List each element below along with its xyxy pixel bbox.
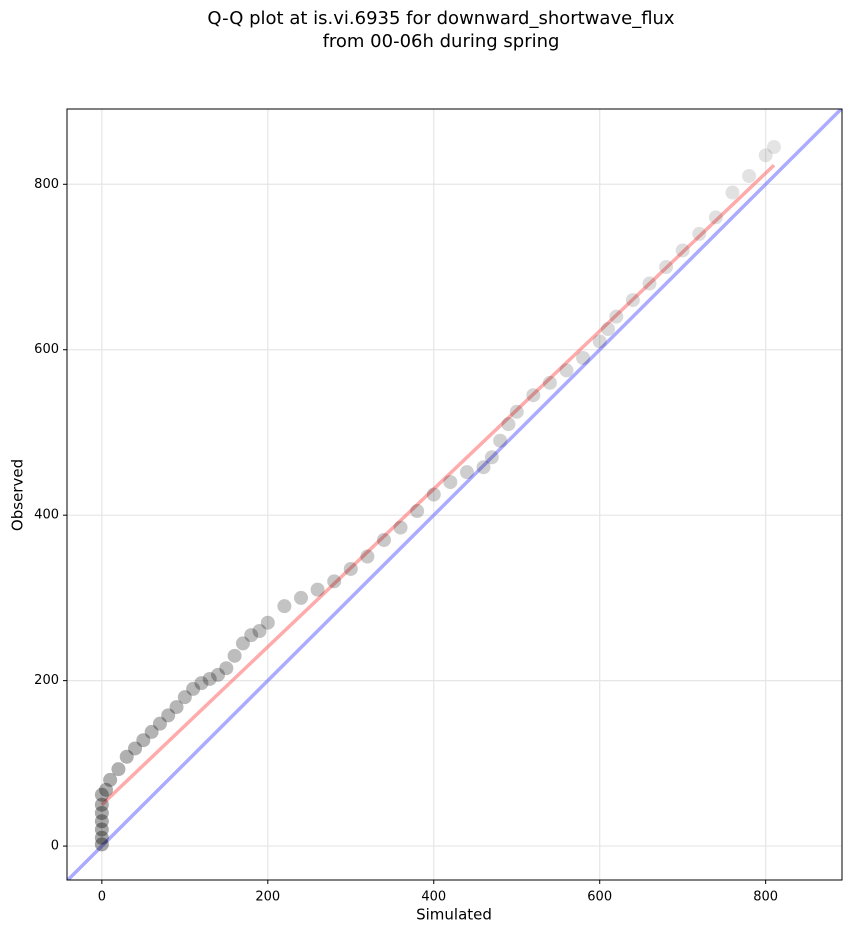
point bbox=[609, 309, 624, 324]
point bbox=[94, 805, 109, 820]
point bbox=[393, 520, 408, 535]
point bbox=[227, 648, 242, 663]
point bbox=[675, 243, 690, 258]
point bbox=[177, 690, 192, 705]
point bbox=[343, 561, 358, 576]
point bbox=[376, 532, 391, 547]
point bbox=[642, 276, 657, 291]
chart-title: Q-Q plot at is.vi.6935 for downward_shor… bbox=[207, 8, 675, 29]
grid bbox=[67, 109, 842, 880]
reference-line bbox=[67, 109, 842, 880]
x-tick-label: 400 bbox=[421, 890, 446, 905]
point bbox=[559, 363, 574, 378]
point bbox=[136, 733, 151, 748]
point bbox=[202, 671, 217, 686]
reference-line bbox=[100, 163, 776, 806]
point bbox=[327, 574, 342, 589]
point bbox=[211, 667, 226, 682]
point bbox=[410, 504, 425, 519]
point bbox=[484, 450, 499, 465]
point bbox=[103, 772, 118, 787]
x-tick-label: 800 bbox=[753, 890, 778, 905]
point bbox=[260, 615, 275, 630]
point bbox=[98, 782, 113, 797]
point bbox=[692, 226, 707, 241]
point bbox=[443, 475, 458, 490]
point bbox=[742, 169, 757, 184]
x-tick-label: 0 bbox=[98, 890, 106, 905]
point bbox=[758, 148, 773, 163]
y-tick-label: 600 bbox=[34, 342, 59, 357]
point bbox=[194, 676, 209, 691]
point bbox=[426, 487, 441, 502]
point bbox=[509, 404, 524, 419]
point bbox=[244, 628, 259, 643]
y-axis-label: Observed bbox=[9, 459, 27, 531]
point bbox=[708, 210, 723, 225]
point bbox=[493, 433, 508, 448]
axes-frame bbox=[66, 108, 843, 881]
point bbox=[459, 465, 474, 480]
point bbox=[277, 599, 292, 614]
point bbox=[94, 797, 109, 812]
point bbox=[252, 623, 267, 638]
chart-subtitle: from 00-06h during spring bbox=[323, 31, 560, 52]
point bbox=[659, 260, 674, 275]
point bbox=[111, 762, 126, 777]
y-tick-label: 200 bbox=[34, 673, 59, 688]
point bbox=[186, 681, 201, 696]
point bbox=[94, 787, 109, 802]
point bbox=[293, 590, 308, 605]
point bbox=[766, 140, 781, 155]
x-tick-label: 200 bbox=[255, 890, 280, 905]
point bbox=[526, 388, 541, 403]
point bbox=[235, 636, 250, 651]
point bbox=[94, 830, 109, 845]
point bbox=[542, 375, 557, 390]
y-tick-label: 800 bbox=[34, 177, 59, 192]
point bbox=[94, 822, 109, 837]
point bbox=[161, 708, 176, 723]
point bbox=[310, 582, 325, 597]
point bbox=[128, 741, 143, 756]
point bbox=[94, 814, 109, 829]
x-axis-label: Simulated bbox=[416, 906, 492, 924]
point bbox=[360, 549, 375, 564]
point bbox=[476, 460, 491, 475]
y-tick-label: 400 bbox=[34, 508, 59, 523]
point bbox=[169, 700, 184, 715]
point bbox=[94, 837, 109, 852]
point bbox=[152, 716, 167, 731]
point bbox=[625, 293, 640, 308]
point bbox=[576, 351, 591, 366]
point bbox=[501, 417, 516, 432]
point bbox=[119, 749, 134, 764]
y-tick-label: 0 bbox=[51, 839, 59, 854]
point bbox=[592, 334, 607, 349]
x-tick-label: 600 bbox=[587, 890, 612, 905]
plot-area bbox=[67, 109, 842, 880]
point bbox=[601, 322, 616, 337]
point bbox=[144, 724, 159, 739]
point bbox=[725, 185, 740, 200]
point bbox=[219, 661, 234, 676]
